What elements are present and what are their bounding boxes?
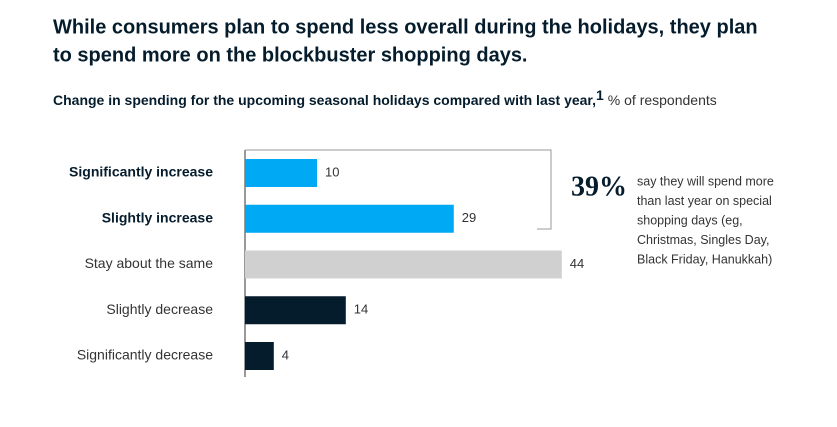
bar [245,250,562,279]
callout-text: shopping days (eg, [637,213,743,227]
value-label: 44 [570,256,584,271]
subtitle-unit: % of respondents [608,92,717,108]
category-label: Slightly increase [102,209,213,225]
bar [245,159,317,187]
chart-title: While consumers plan to spend less overa… [53,16,758,38]
category-label: Significantly decrease [77,347,213,363]
subtitle-text: Change in spending for the upcoming seas… [53,92,596,108]
footnote-mark: 1 [596,87,604,103]
category-label: Significantly increase [69,164,213,180]
bracket [245,149,552,230]
callout-text: Christmas, Singles Day, [637,233,769,247]
category-label: Stay about the same [85,255,214,271]
bar [245,204,454,233]
value-label: 29 [462,210,476,225]
value-label: 10 [325,164,339,179]
bar [245,342,274,370]
chart-title: to spend more on the blockbuster shoppin… [53,44,528,66]
bar [245,296,346,325]
callout-text: than last year on special [637,194,772,208]
category-label: Slightly decrease [106,301,213,317]
value-label: 14 [354,302,368,317]
value-label: 4 [282,347,289,362]
callout-text: say they will spend more [637,174,774,188]
subtitle: Change in spending for the upcoming seas… [53,87,717,108]
callout-text: Black Friday, Hanukkah) [637,252,772,266]
callout-value: 39% [571,171,627,202]
